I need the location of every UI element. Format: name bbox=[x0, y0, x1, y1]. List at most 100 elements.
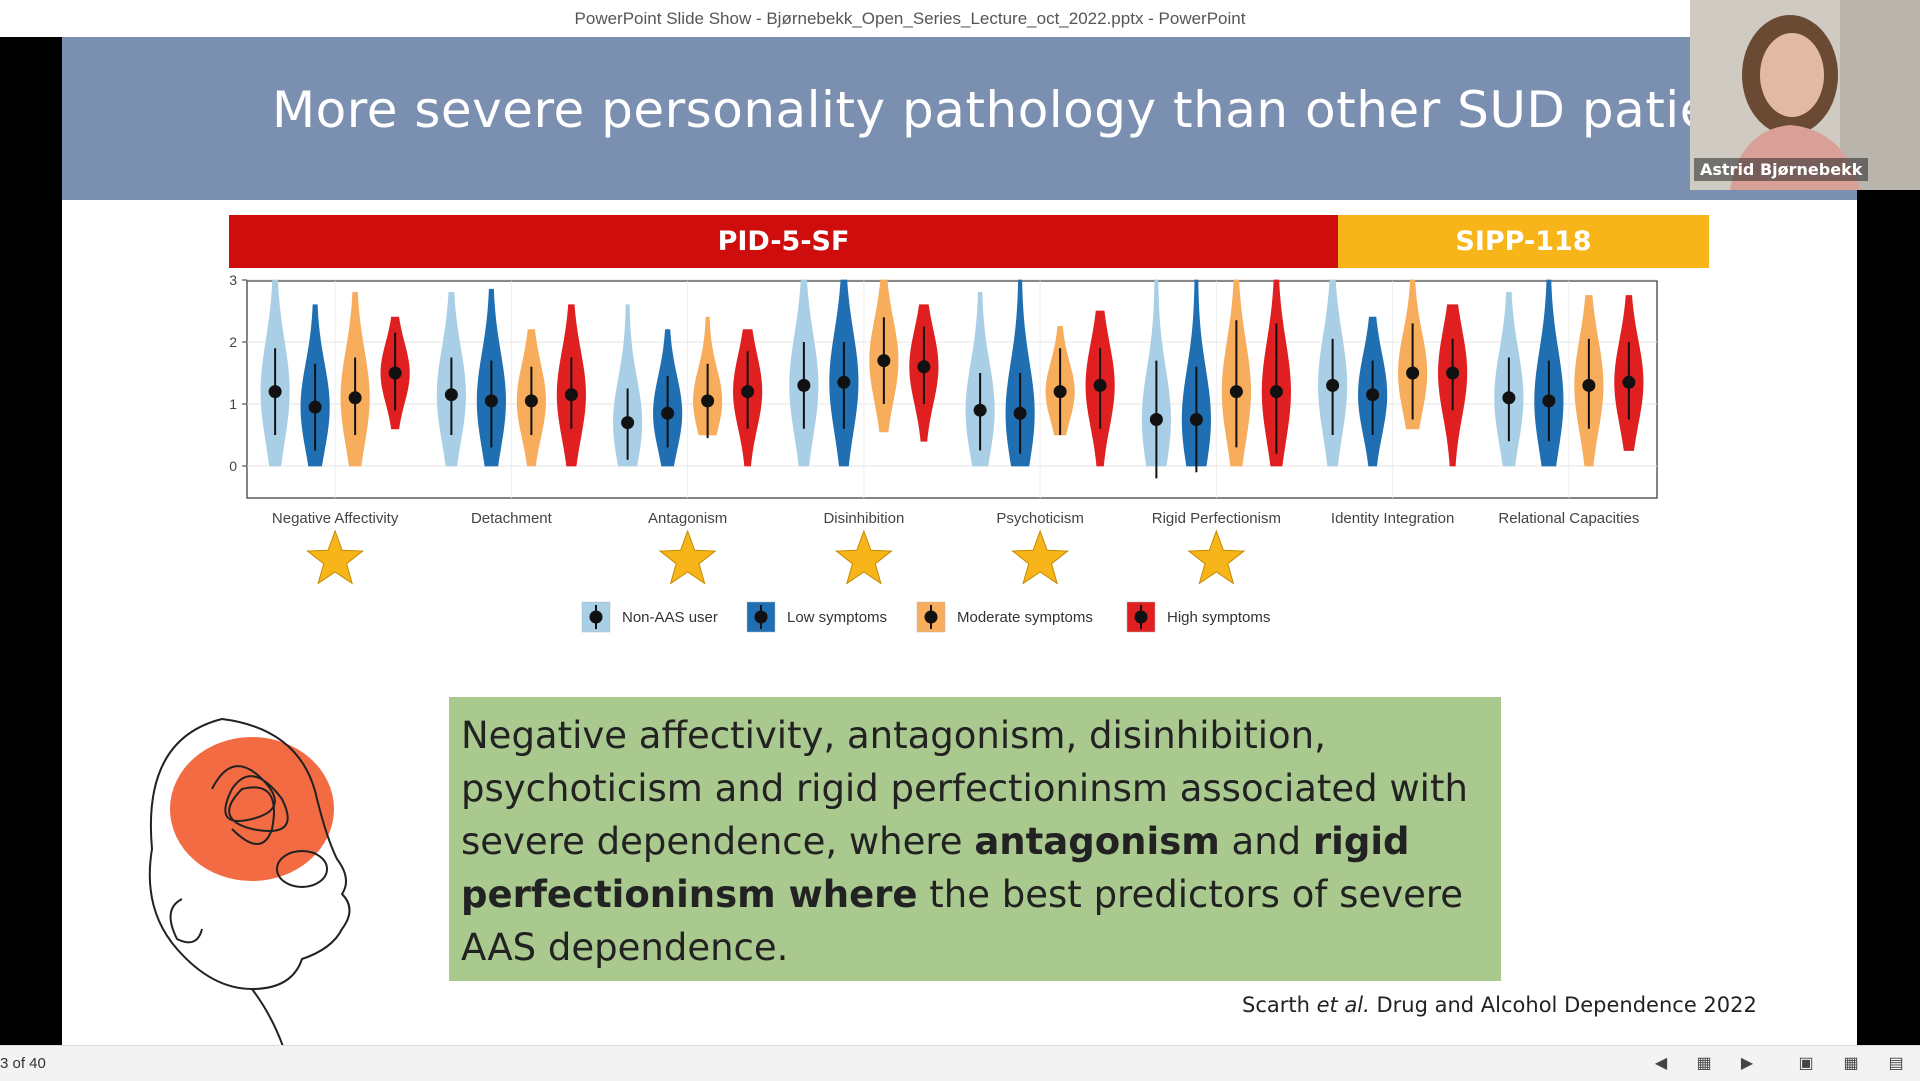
median-point bbox=[1229, 385, 1243, 399]
x-category-label: Relational Capacities bbox=[1498, 510, 1639, 527]
next-slide-button[interactable]: ▶ bbox=[1736, 1052, 1758, 1074]
right-letterbox bbox=[1857, 37, 1920, 1045]
legend-point bbox=[589, 610, 603, 624]
median-point bbox=[1622, 375, 1636, 389]
citation-etal: et al. bbox=[1316, 993, 1370, 1017]
x-category-label: Detachment bbox=[471, 510, 553, 527]
median-point bbox=[917, 360, 931, 374]
median-point bbox=[1053, 385, 1067, 399]
median-point bbox=[741, 385, 755, 399]
median-point bbox=[524, 394, 538, 408]
presenter-face bbox=[1760, 33, 1824, 117]
slide-counter: 3 of 40 bbox=[0, 1055, 46, 1072]
median-point bbox=[1093, 378, 1107, 392]
median-point bbox=[877, 354, 891, 368]
star-icon bbox=[1011, 529, 1070, 585]
slide-sorter-button[interactable]: ▦ bbox=[1840, 1052, 1862, 1074]
star-icon bbox=[1187, 529, 1246, 585]
slide-header: More severe personality pathology than o… bbox=[62, 37, 1857, 200]
legend-point bbox=[924, 610, 938, 624]
grid-icon: ▦ bbox=[1843, 1055, 1859, 1072]
head-outline bbox=[148, 717, 351, 991]
median-point bbox=[348, 391, 362, 405]
x-category-label: Identity Integration bbox=[1331, 510, 1454, 527]
x-category-label: Negative Affectivity bbox=[272, 510, 399, 527]
median-point bbox=[1326, 378, 1340, 392]
median-point bbox=[268, 385, 282, 399]
median-point bbox=[1502, 391, 1516, 405]
legend-label: Moderate symptoms bbox=[957, 609, 1093, 626]
summary-bold-2: rigid perfectioninsm where bbox=[461, 820, 1410, 916]
legend-point bbox=[754, 610, 768, 624]
window-titlebar: PowerPoint Slide Show - Bjørnebekk_Open_… bbox=[0, 0, 1920, 37]
slide-title: More severe personality pathology than o… bbox=[272, 81, 1790, 139]
x-category-label: Rigid Perfectionism bbox=[1152, 510, 1281, 527]
median-point bbox=[797, 378, 811, 392]
x-category-label: Disinhibition bbox=[823, 510, 904, 527]
violin-chart: 0 1 2 3 Negative Affectivity Detachment Antago… bbox=[229, 275, 1658, 633]
x-category-label: Antagonism bbox=[648, 510, 727, 527]
notes-icon: ▦ bbox=[1696, 1055, 1712, 1072]
star-icon bbox=[834, 529, 893, 585]
median-point bbox=[621, 416, 635, 430]
normal-view-button[interactable]: ▣ bbox=[1795, 1052, 1817, 1074]
star-icon bbox=[306, 529, 365, 585]
summary-text-1: Negative affectivity, antagonism, disinh… bbox=[461, 714, 1468, 863]
y-tick-label: 2 bbox=[229, 334, 237, 350]
summary-textbox: Negative affectivity, antagonism, disinh… bbox=[449, 697, 1501, 981]
median-point bbox=[1406, 366, 1420, 380]
median-point bbox=[388, 366, 402, 380]
y-tick-label: 1 bbox=[229, 396, 237, 412]
median-point bbox=[973, 403, 987, 417]
summary-text-3: the best predictors of severe AAS depend… bbox=[461, 873, 1464, 969]
citation-journal: Drug and Alcohol Dependence 2022 bbox=[1369, 993, 1757, 1017]
median-point bbox=[701, 394, 715, 408]
brain-blob bbox=[170, 737, 334, 881]
pid-band: PID-5-SF bbox=[229, 215, 1338, 268]
x-category-label: Psychoticism bbox=[996, 510, 1084, 527]
median-point bbox=[1582, 378, 1596, 392]
window-title: PowerPoint Slide Show - Bjørnebekk_Open_… bbox=[574, 9, 1246, 28]
cheek-line bbox=[276, 850, 328, 888]
sipp-band: SIPP-118 bbox=[1338, 215, 1709, 268]
median-point bbox=[444, 388, 458, 402]
book-icon: ▤ bbox=[1888, 1055, 1904, 1072]
star-icon bbox=[658, 529, 717, 585]
status-bar: 3 of 40 ◀ ▦ ▶ ▣ ▦ ▤ bbox=[0, 1045, 1920, 1081]
tangle-lines bbox=[211, 765, 289, 845]
median-point bbox=[1149, 413, 1163, 426]
y-tick-label: 3 bbox=[229, 275, 237, 288]
median-point bbox=[661, 406, 675, 420]
legend-label: Non-AAS user bbox=[622, 609, 718, 626]
webcam-name: Astrid Bjørnebekk bbox=[1694, 158, 1869, 181]
chevron-left-icon: ◀ bbox=[1654, 1055, 1668, 1072]
violin-non-aas-user bbox=[613, 304, 643, 467]
webcam-feed[interactable]: Astrid Bjørnebekk bbox=[1690, 0, 1920, 190]
slide-menu-button[interactable]: ▦ bbox=[1693, 1052, 1715, 1074]
ear-line bbox=[169, 898, 203, 944]
median-point bbox=[1269, 385, 1283, 399]
median-point bbox=[308, 400, 322, 414]
left-letterbox bbox=[0, 37, 62, 1045]
summary-bold-1: antagonism bbox=[974, 820, 1220, 863]
median-point bbox=[1366, 388, 1380, 402]
citation: Scarth et al. Drug and Alcohol Dependenc… bbox=[1242, 993, 1757, 1017]
legend-point bbox=[1134, 610, 1148, 624]
previous-slide-button[interactable]: ◀ bbox=[1650, 1052, 1672, 1074]
summary-text-2: and bbox=[1219, 820, 1313, 863]
head-illustration bbox=[148, 717, 351, 1045]
reading-view-button[interactable]: ▤ bbox=[1885, 1052, 1907, 1074]
slide[interactable]: More severe personality pathology than o… bbox=[62, 37, 1857, 1045]
median-point bbox=[1013, 406, 1027, 420]
legend-label: High symptoms bbox=[1167, 609, 1270, 626]
median-point bbox=[837, 375, 851, 389]
y-tick-label: 0 bbox=[229, 458, 237, 474]
median-point bbox=[1542, 394, 1556, 408]
median-point bbox=[564, 388, 578, 402]
median-point bbox=[1446, 366, 1460, 380]
median-point bbox=[1189, 413, 1203, 426]
normal-view-icon: ▣ bbox=[1798, 1055, 1814, 1072]
legend-label: Low symptoms bbox=[787, 609, 887, 626]
neck-line bbox=[251, 988, 284, 1045]
citation-authors: Scarth bbox=[1242, 993, 1317, 1017]
